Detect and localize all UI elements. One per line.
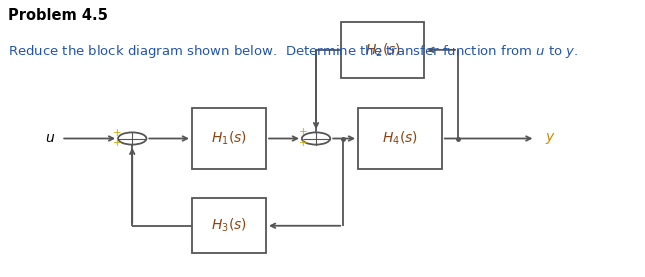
- Text: Reduce the block diagram shown below.  Determine the transfer function from $u$ : Reduce the block diagram shown below. De…: [8, 43, 579, 60]
- Text: +: +: [113, 128, 122, 138]
- Bar: [358, 108, 442, 169]
- Text: Problem 4.5: Problem 4.5: [8, 8, 108, 23]
- Text: $y$: $y$: [545, 131, 556, 146]
- Text: $H_3(s)$: $H_3(s)$: [211, 217, 247, 234]
- Text: $u$: $u$: [45, 132, 55, 145]
- Text: +: +: [299, 127, 308, 137]
- Text: +: +: [299, 138, 308, 148]
- Text: $H_1(s)$: $H_1(s)$: [211, 130, 247, 147]
- Bar: [192, 108, 266, 169]
- Text: $H_2(s)$: $H_2(s)$: [364, 41, 401, 58]
- Circle shape: [118, 132, 146, 145]
- Circle shape: [302, 132, 330, 145]
- Text: $H_4(s)$: $H_4(s)$: [382, 130, 418, 147]
- Bar: [192, 198, 266, 253]
- Text: +: +: [113, 138, 122, 148]
- Bar: [341, 22, 424, 78]
